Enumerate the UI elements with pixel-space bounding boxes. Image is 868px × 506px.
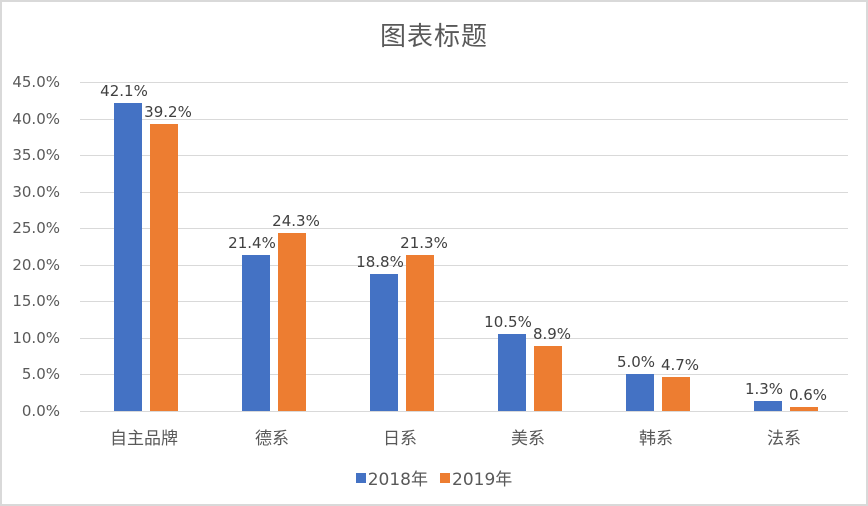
legend-label: 2019年 bbox=[452, 470, 513, 490]
x-category-label: 自主品牌 bbox=[110, 429, 178, 449]
bar-2018[interactable] bbox=[114, 103, 142, 411]
data-label: 0.6% bbox=[788, 385, 828, 404]
x-category-label: 日系 bbox=[383, 429, 417, 449]
legend: 2018年 2019年 bbox=[0, 465, 868, 490]
data-label: 1.3% bbox=[744, 380, 784, 399]
y-tick-label: 30.0% bbox=[12, 182, 60, 201]
bar-2019[interactable] bbox=[150, 124, 178, 411]
y-tick-label: 10.0% bbox=[12, 328, 60, 347]
data-label: 21.3% bbox=[400, 234, 448, 253]
y-tick-label: 25.0% bbox=[12, 219, 60, 238]
gridline bbox=[80, 155, 848, 157]
bar-2018[interactable] bbox=[498, 334, 526, 411]
bar-2019[interactable] bbox=[790, 406, 818, 411]
x-category-label: 韩系 bbox=[639, 429, 673, 449]
y-tick-label: 35.0% bbox=[12, 146, 60, 165]
bar-2018[interactable] bbox=[626, 374, 654, 411]
legend-item-2019[interactable]: 2019年 bbox=[440, 465, 512, 490]
data-label: 21.4% bbox=[228, 233, 276, 252]
gridline bbox=[80, 301, 848, 303]
bar-2019[interactable] bbox=[534, 345, 562, 411]
gridline bbox=[80, 264, 848, 266]
legend-label: 2018年 bbox=[367, 470, 428, 490]
data-label: 4.7% bbox=[660, 355, 700, 374]
gridline bbox=[80, 374, 848, 376]
gridline bbox=[80, 228, 848, 230]
bar-2018[interactable] bbox=[242, 254, 270, 411]
data-label: 10.5% bbox=[484, 313, 532, 332]
legend-swatch-icon bbox=[440, 472, 450, 483]
gridline bbox=[80, 118, 848, 120]
y-tick-label: 20.0% bbox=[12, 255, 60, 274]
legend-item-2018[interactable]: 2018年 bbox=[355, 465, 428, 490]
legend-swatch-icon bbox=[355, 472, 366, 483]
y-tick-label: 15.0% bbox=[12, 292, 60, 311]
x-category-label: 德系 bbox=[255, 429, 289, 449]
gridline bbox=[80, 411, 848, 412]
data-label: 5.0% bbox=[616, 353, 656, 372]
data-label: 39.2% bbox=[144, 103, 192, 122]
bar-2019[interactable] bbox=[662, 376, 690, 411]
bar-2018[interactable] bbox=[370, 273, 398, 411]
gridline bbox=[80, 82, 848, 83]
data-label: 24.3% bbox=[272, 212, 320, 231]
gridline bbox=[80, 191, 848, 193]
y-tick-label: 0.0% bbox=[21, 402, 60, 420]
data-label: 8.9% bbox=[532, 324, 572, 343]
x-category-label: 法系 bbox=[767, 429, 801, 449]
data-label: 42.1% bbox=[100, 82, 148, 101]
y-tick-label: 40.0% bbox=[12, 109, 60, 128]
data-label: 18.8% bbox=[356, 252, 404, 271]
bar-2018[interactable] bbox=[754, 401, 782, 411]
y-tick-label: 5.0% bbox=[21, 365, 60, 384]
bar-2019[interactable] bbox=[406, 255, 434, 411]
x-category-label: 美系 bbox=[511, 429, 545, 449]
gridline bbox=[80, 337, 848, 339]
bar-2019[interactable] bbox=[278, 233, 306, 411]
chart-title: 图表标题 bbox=[379, 22, 488, 52]
y-tick-label: 45.0% bbox=[12, 73, 60, 91]
